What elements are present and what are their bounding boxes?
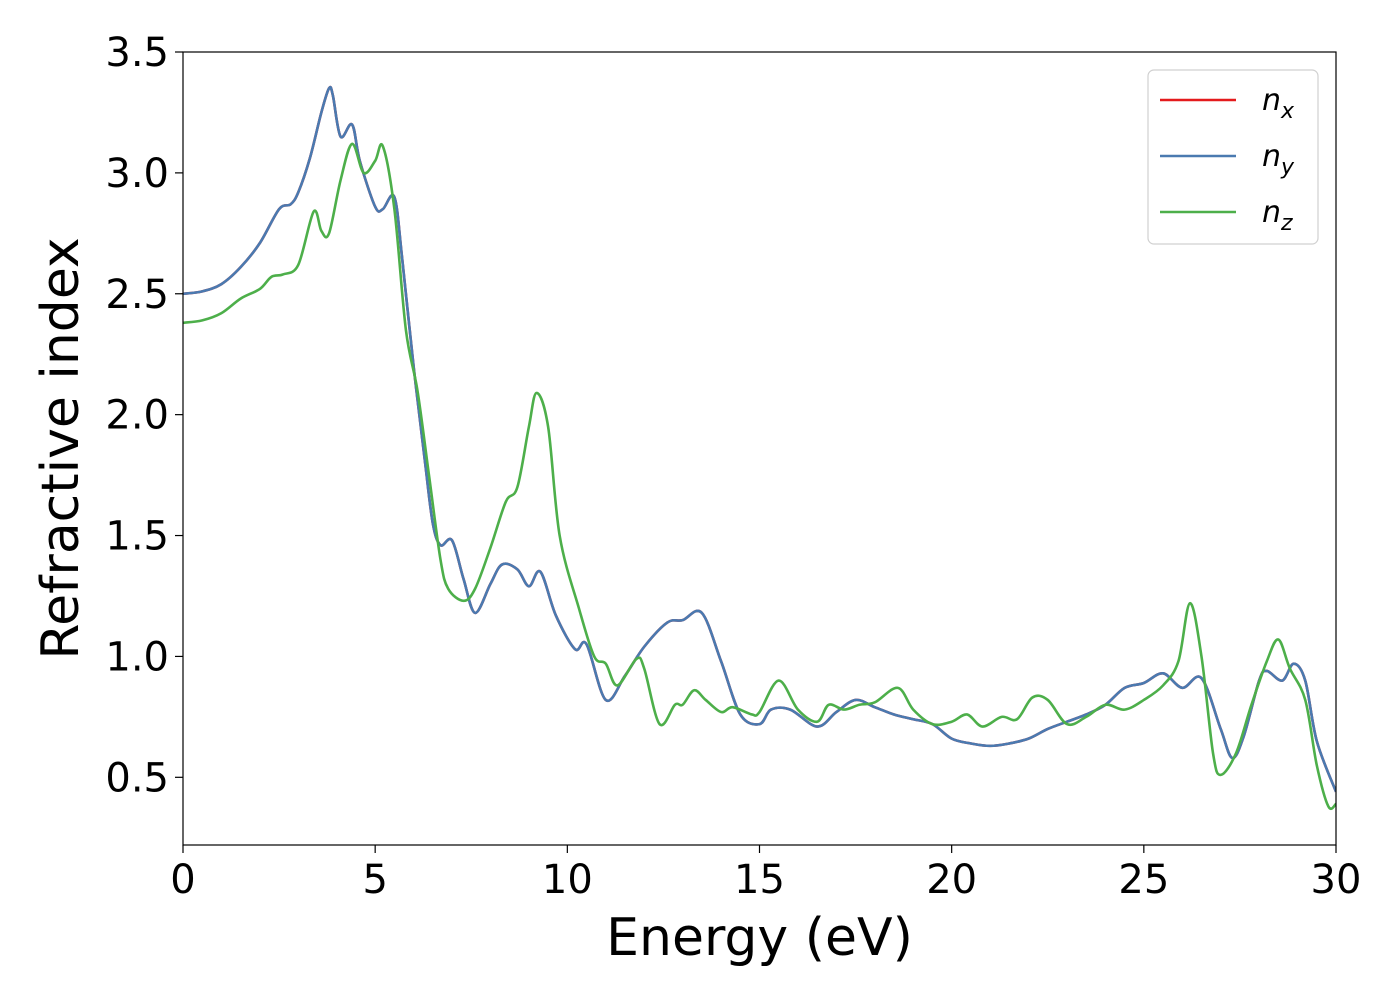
x-tick-label: 15 bbox=[734, 857, 785, 903]
x-tick-label: 20 bbox=[926, 857, 977, 903]
y-axis-label: Refractive index bbox=[31, 237, 91, 659]
y-tick-label: 0.5 bbox=[105, 755, 169, 801]
series-lines bbox=[183, 85, 1336, 811]
x-tick-label: 0 bbox=[170, 857, 195, 903]
y-tick-label: 3.5 bbox=[105, 30, 169, 76]
legend-label-x: nx bbox=[1262, 83, 1295, 124]
y-tick-label: 2.0 bbox=[105, 393, 169, 439]
x-tick-label: 10 bbox=[542, 857, 593, 903]
y-tick-label: 1.5 bbox=[105, 514, 169, 560]
y-tick-label: 2.5 bbox=[105, 272, 169, 318]
x-axis-label: Energy (eV) bbox=[606, 908, 913, 968]
x-tick-label: 5 bbox=[362, 857, 387, 903]
x-axis-ticks: 0 5 10 15 20 25 30 bbox=[170, 845, 1361, 903]
y-tick-label: 1.0 bbox=[105, 634, 169, 680]
series-line-n-y bbox=[183, 85, 1336, 793]
y-tick-label: 3.0 bbox=[105, 151, 169, 197]
y-axis-ticks: 0.5 1.0 1.5 2.0 2.5 3.0 3.5 bbox=[105, 30, 183, 801]
x-tick-label: 25 bbox=[1118, 857, 1169, 903]
legend-label-z: nz bbox=[1262, 195, 1293, 236]
legend-label-y: ny bbox=[1262, 139, 1295, 180]
x-tick-label: 30 bbox=[1311, 857, 1362, 903]
legend: nx ny nz bbox=[1147, 69, 1319, 245]
series-line-n-z bbox=[183, 142, 1336, 811]
